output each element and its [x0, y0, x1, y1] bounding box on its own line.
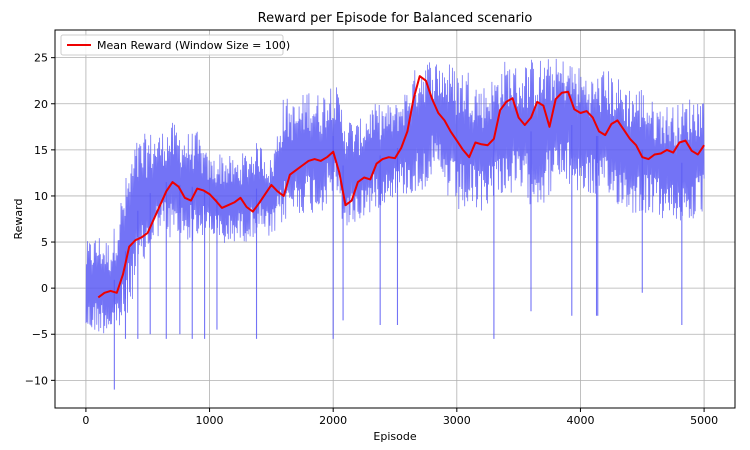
x-axis-ticks: 0 1000 2000 3000 4000 5000: [82, 408, 718, 427]
x-axis-label: Episode: [373, 430, 416, 443]
y-axis-ticks: −10 −5 0 5 10 15 20 25: [25, 52, 55, 387]
legend-label-mean-reward: Mean Reward (Window Size = 100): [97, 39, 290, 52]
chart-title: Reward per Episode for Balanced scenario: [258, 11, 533, 26]
x-tick-label: 5000: [690, 414, 718, 427]
y-tick-label: 10: [34, 190, 48, 203]
y-tick-label: 15: [34, 144, 48, 157]
y-tick-label: 5: [41, 236, 48, 249]
x-tick-label: 4000: [566, 414, 594, 427]
legend: Mean Reward (Window Size = 100): [60, 34, 290, 56]
plot-frame: [54, 29, 736, 409]
y-tick-label: −10: [25, 374, 48, 387]
y-tick-label: 20: [34, 98, 48, 111]
x-tick-label: 3000: [443, 414, 471, 427]
legend-box: [60, 34, 284, 56]
y-tick-label: −5: [32, 328, 48, 341]
mean-reward-line: [97, 75, 705, 299]
y-tick-label: 0: [41, 282, 48, 295]
mean-reward-series: [97, 75, 705, 299]
x-tick-label: 1000: [196, 414, 224, 427]
y-axis-label: Reward: [12, 199, 25, 240]
x-tick-label: 2000: [319, 414, 347, 427]
raw-reward-line: [85, 58, 705, 334]
x-tick-label: 0: [82, 414, 89, 427]
y-tick-label: 25: [34, 52, 48, 65]
